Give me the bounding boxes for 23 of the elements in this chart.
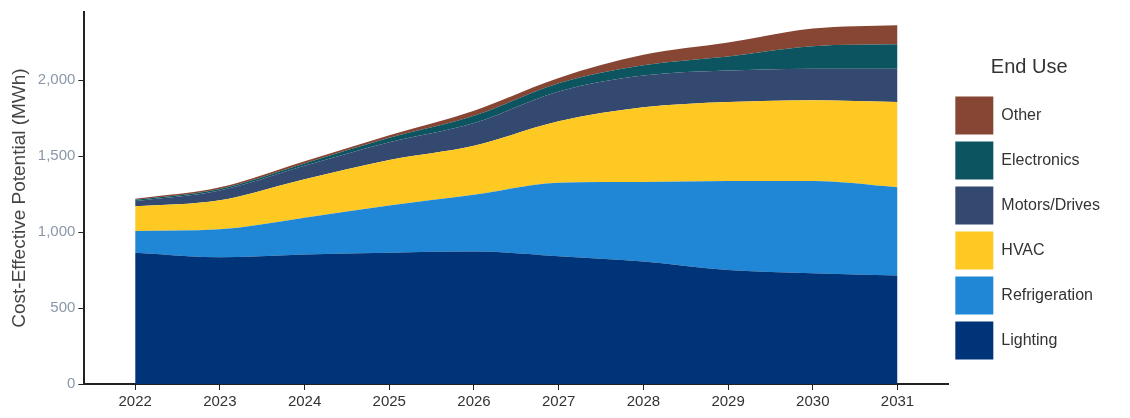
x-tick-label: 2026 [457, 392, 491, 410]
x-tick-label: 2030 [796, 392, 830, 410]
x-tick-label: 2031 [880, 392, 915, 410]
x-tick-label: 2025 [372, 392, 406, 410]
legend-label: Lighting [1001, 330, 1058, 348]
x-tick-label: 2024 [287, 392, 322, 410]
legend-label: Other [1001, 105, 1043, 123]
legend-label: Electronics [1001, 150, 1080, 168]
legend-label: Refrigeration [1001, 285, 1093, 303]
x-tick-label: 2022 [118, 392, 152, 410]
legend-label: Motors/Drives [1001, 195, 1101, 213]
legend-title: End Use [990, 55, 1068, 78]
y-tick-label: 500 [50, 298, 76, 316]
x-tick-label: 2023 [203, 392, 237, 410]
x-tick-label: 2027 [541, 392, 576, 410]
y-tick-label: 1,500 [37, 146, 76, 164]
y-tick-label: 0 [66, 374, 76, 392]
legend-label: HVAC [1001, 240, 1045, 258]
x-tick-label: 2028 [626, 392, 661, 410]
y-tick-label: 1,000 [37, 222, 76, 240]
y-axis-title: Cost-Effective Potential (MWh) [7, 68, 29, 328]
y-tick-label: 2,000 [37, 70, 76, 88]
x-tick-label: 2029 [711, 392, 745, 410]
